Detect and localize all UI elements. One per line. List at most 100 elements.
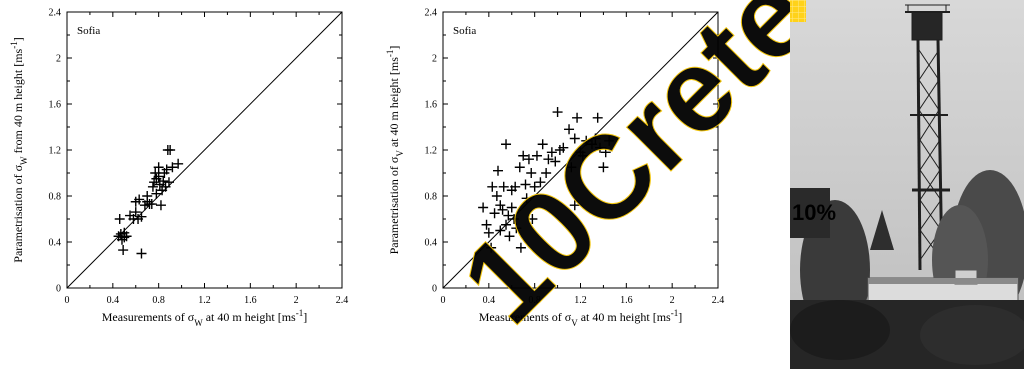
data-point (498, 181, 509, 192)
billboard: 10% (790, 188, 836, 238)
data-point (510, 181, 521, 192)
data-point (511, 223, 522, 234)
data-point (491, 191, 502, 201)
y-tick-label: 1.2 (425, 146, 438, 157)
data-point (569, 133, 580, 144)
data-point (493, 165, 503, 176)
x-tick-label: 1.6 (244, 295, 257, 306)
data-point (592, 112, 603, 123)
data-point (118, 245, 129, 256)
data-point (153, 171, 164, 182)
y-tick-label: 0 (432, 284, 437, 295)
y-tick-label: 0.4 (49, 238, 62, 249)
data-point (130, 207, 141, 218)
x-tick-label: 1.6 (620, 295, 633, 306)
data-point (535, 177, 546, 188)
data-point (577, 150, 588, 161)
data-point (481, 219, 492, 230)
data-point (520, 179, 531, 190)
y-axis-label: Parametrisation of σW from 40 m height [… (9, 37, 29, 262)
data-point (151, 188, 162, 199)
data-point (158, 176, 169, 187)
data-point (564, 124, 575, 135)
y-tick-label: 0.8 (49, 192, 62, 203)
data-point (569, 200, 580, 211)
billboard-text: 10% (792, 200, 836, 225)
data-point (163, 177, 174, 188)
tower-photo: 10% (790, 0, 1024, 369)
y-tick-label: 1.6 (425, 100, 438, 111)
data-point (541, 168, 552, 178)
data-point (506, 202, 517, 213)
watermark-corner (790, 0, 806, 22)
scatter-panel-sigma-w: 0 0.4 0.8 1.2 1.6 2 2.4 0 0.4 0.8 1.2 1.6 2 2.4 Sofia M… (9, 8, 348, 329)
y-tick-label: 2 (56, 54, 61, 65)
data-point (501, 219, 512, 230)
data-point (566, 162, 577, 173)
x-tick-label: 1.2 (198, 295, 211, 306)
data-point (146, 199, 157, 210)
data-point (495, 200, 506, 211)
x-axis-label: Measurements of σW at 40 m height [ms-1] (102, 308, 307, 328)
data-point (483, 227, 494, 238)
y-tick-label: 0 (56, 284, 61, 295)
panel-label: Sofia (77, 25, 100, 37)
scatter-panel-sigma-v: 0 0.4 0.8 1.2 1.6 2 2.4 0 0.4 0.8 1.2 1.6 2 2.4 Sofia M… (385, 8, 724, 329)
data-point (527, 214, 538, 224)
x-tick-label: 0.4 (107, 295, 120, 306)
data-point (526, 168, 537, 178)
data-point (165, 145, 176, 155)
data-point (581, 135, 592, 146)
y-axis-label: Parametrisation of σV at 40 m height [ms… (385, 46, 405, 255)
data-point (543, 154, 554, 165)
y-tick-label: 0.8 (425, 192, 438, 203)
y-tick-label: 2 (432, 54, 437, 65)
x-tick-label: 0 (441, 295, 446, 306)
y-tick-label: 0.4 (425, 238, 438, 249)
data-point (487, 181, 498, 192)
data-point (521, 193, 532, 204)
data-point (523, 154, 534, 165)
data-point (151, 173, 162, 184)
x-axis-label: Measurements of σV at 40 m height [ms-1] (479, 308, 682, 328)
panel-label: Sofia (453, 25, 476, 37)
data-point (590, 133, 601, 144)
data-point (497, 204, 508, 215)
x-tick-label: 0.8 (152, 295, 165, 306)
x-tick-label: 0 (65, 295, 70, 306)
data-point (114, 214, 125, 224)
data-point (486, 242, 497, 253)
x-tick-label: 2.4 (336, 295, 349, 306)
x-tick-label: 2.4 (712, 295, 725, 306)
y-tick-label: 2.4 (425, 8, 438, 19)
x-tick-label: 2 (294, 295, 299, 306)
y-tick-label: 1.2 (49, 146, 62, 157)
y-tick-label: 1.6 (49, 100, 62, 111)
data-point (155, 200, 166, 211)
data-point (478, 202, 489, 213)
data-point (514, 162, 525, 173)
data-point (604, 135, 615, 146)
data-point (558, 142, 569, 153)
data-point (537, 139, 548, 150)
data-point (136, 211, 147, 222)
x-tick-label: 2 (670, 295, 675, 306)
x-tick-label: 0.4 (483, 295, 496, 306)
data-point (550, 156, 561, 167)
data-point (586, 139, 597, 150)
data-point (572, 112, 583, 123)
data-point (552, 107, 563, 118)
y-tick-label: 2.4 (49, 8, 62, 19)
data-point (503, 210, 514, 221)
data-point (489, 208, 500, 219)
watermark-text: 10Crete (437, 0, 836, 348)
data-point (142, 191, 153, 201)
data-point (594, 142, 605, 153)
data-point (501, 139, 512, 150)
data-point (598, 162, 609, 173)
data-point (134, 194, 145, 205)
data-point (495, 225, 506, 236)
data-point (147, 181, 158, 192)
data-point (600, 147, 611, 158)
